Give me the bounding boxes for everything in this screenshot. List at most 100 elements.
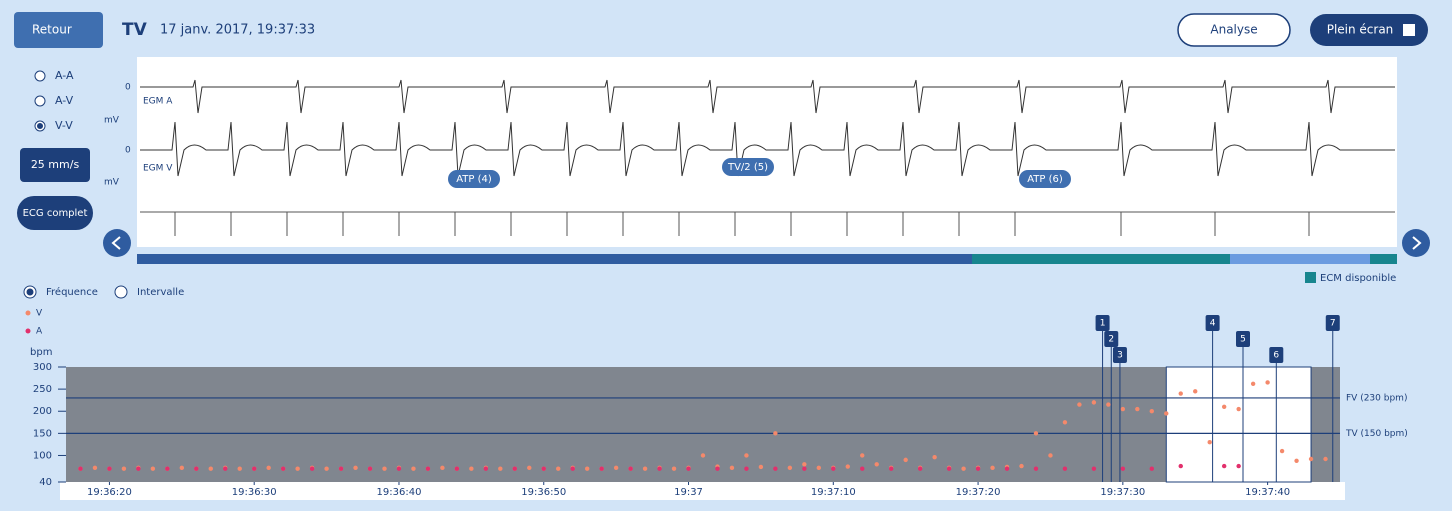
y-tick-label: 250 <box>33 384 52 395</box>
point <box>816 465 822 471</box>
unit-label: mV <box>104 178 120 188</box>
event-box[interactable] <box>1095 315 1110 331</box>
point <box>657 466 662 471</box>
point <box>1193 389 1198 394</box>
event-box[interactable] <box>1325 315 1340 331</box>
point <box>802 462 807 467</box>
analyse-label[interactable]: Analyse <box>1210 23 1257 37</box>
radio-label[interactable]: Fréquence <box>46 286 98 298</box>
event-label[interactable]: 4 <box>1210 319 1216 329</box>
radio[interactable] <box>34 70 46 82</box>
speed-button[interactable] <box>20 148 90 182</box>
x-tick-label: 19:37:20 <box>956 487 1001 498</box>
point <box>498 466 503 471</box>
y-tick-label: 100 <box>33 450 52 461</box>
point <box>150 466 156 471</box>
point <box>1279 448 1285 454</box>
therapy-label[interactable]: ATP (6) <box>1027 174 1063 185</box>
point <box>903 457 908 463</box>
event-label[interactable]: 5 <box>1240 335 1246 345</box>
fullscreen-button[interactable] <box>1310 14 1428 46</box>
point <box>860 466 865 471</box>
timeline-available <box>972 254 1230 264</box>
speed-label[interactable]: 25 mm/s <box>31 158 80 171</box>
event-label[interactable]: 7 <box>1330 319 1336 329</box>
point <box>1048 453 1053 458</box>
point <box>121 466 127 471</box>
radio-label[interactable]: A-V <box>55 94 74 107</box>
point <box>1323 456 1328 462</box>
point <box>556 466 561 471</box>
legend-label: ECM disponible <box>1320 273 1396 284</box>
back-button[interactable] <box>14 12 103 48</box>
point <box>1149 466 1154 471</box>
point <box>469 466 474 471</box>
radio-label[interactable]: V-V <box>55 119 73 132</box>
point <box>396 466 402 471</box>
point <box>1062 420 1068 425</box>
point <box>1221 404 1227 410</box>
point <box>237 466 242 471</box>
next-button[interactable] <box>1402 229 1430 257</box>
point <box>280 466 286 471</box>
point <box>165 466 170 471</box>
radio[interactable] <box>114 285 128 299</box>
point <box>1178 391 1183 396</box>
event-box[interactable] <box>1269 347 1284 363</box>
x-axis-strip <box>60 482 1345 500</box>
analyse-button[interactable] <box>1177 13 1291 47</box>
ecg-button[interactable] <box>17 196 93 230</box>
point <box>1062 466 1068 471</box>
page-title: TV <box>122 20 148 40</box>
point <box>367 466 373 471</box>
point <box>324 466 329 471</box>
point <box>946 466 952 471</box>
x-tick-label: 19:37:40 <box>1245 487 1290 498</box>
point <box>1308 456 1314 462</box>
event-label[interactable]: 3 <box>1117 351 1123 361</box>
event-box[interactable] <box>1104 331 1119 347</box>
point <box>744 453 749 458</box>
event-label[interactable]: 6 <box>1273 351 1279 361</box>
event-box[interactable] <box>1236 331 1251 347</box>
point <box>1004 466 1010 471</box>
point <box>1091 400 1097 405</box>
point <box>1221 463 1227 469</box>
point <box>1236 463 1241 469</box>
prev-button[interactable] <box>103 229 131 257</box>
fullscreen-label[interactable]: Plein écran <box>1327 23 1394 37</box>
therapy-label[interactable]: ATP (4) <box>456 174 492 185</box>
therapy-label[interactable]: TV/2 (5) <box>727 162 768 173</box>
therapy-pill[interactable] <box>448 170 500 188</box>
radio-label[interactable]: Intervalle <box>137 287 184 298</box>
y-axis-label: bpm <box>30 347 52 358</box>
egm-trace-a <box>140 79 1395 114</box>
radio-label[interactable]: A-A <box>55 69 74 82</box>
zero-label: 0 <box>125 146 131 156</box>
channel-label: EGM A <box>143 97 173 107</box>
radio[interactable] <box>34 95 46 107</box>
fullscreen-icon[interactable] <box>1403 24 1415 36</box>
point <box>686 466 691 471</box>
datetime: 17 janv. 2017, 19:37:33 <box>160 23 315 38</box>
point <box>773 431 778 436</box>
event-box[interactable] <box>1205 315 1220 331</box>
point <box>425 466 431 471</box>
point <box>1077 402 1082 407</box>
therapy-pill[interactable] <box>722 158 774 176</box>
event-label[interactable]: 1 <box>1100 319 1106 329</box>
point <box>440 465 445 471</box>
plot-area <box>66 367 1340 482</box>
x-tick-label: 19:36:40 <box>377 487 422 498</box>
event-label[interactable]: 2 <box>1108 335 1114 345</box>
therapy-pill[interactable] <box>1019 170 1071 188</box>
event-box[interactable] <box>1112 347 1127 363</box>
point <box>961 466 966 471</box>
point <box>700 453 706 458</box>
ecg-label[interactable]: ECG complet <box>23 208 88 219</box>
back-label[interactable]: Retour <box>32 23 72 37</box>
point <box>1294 458 1299 463</box>
point <box>613 465 619 471</box>
point <box>92 465 98 471</box>
